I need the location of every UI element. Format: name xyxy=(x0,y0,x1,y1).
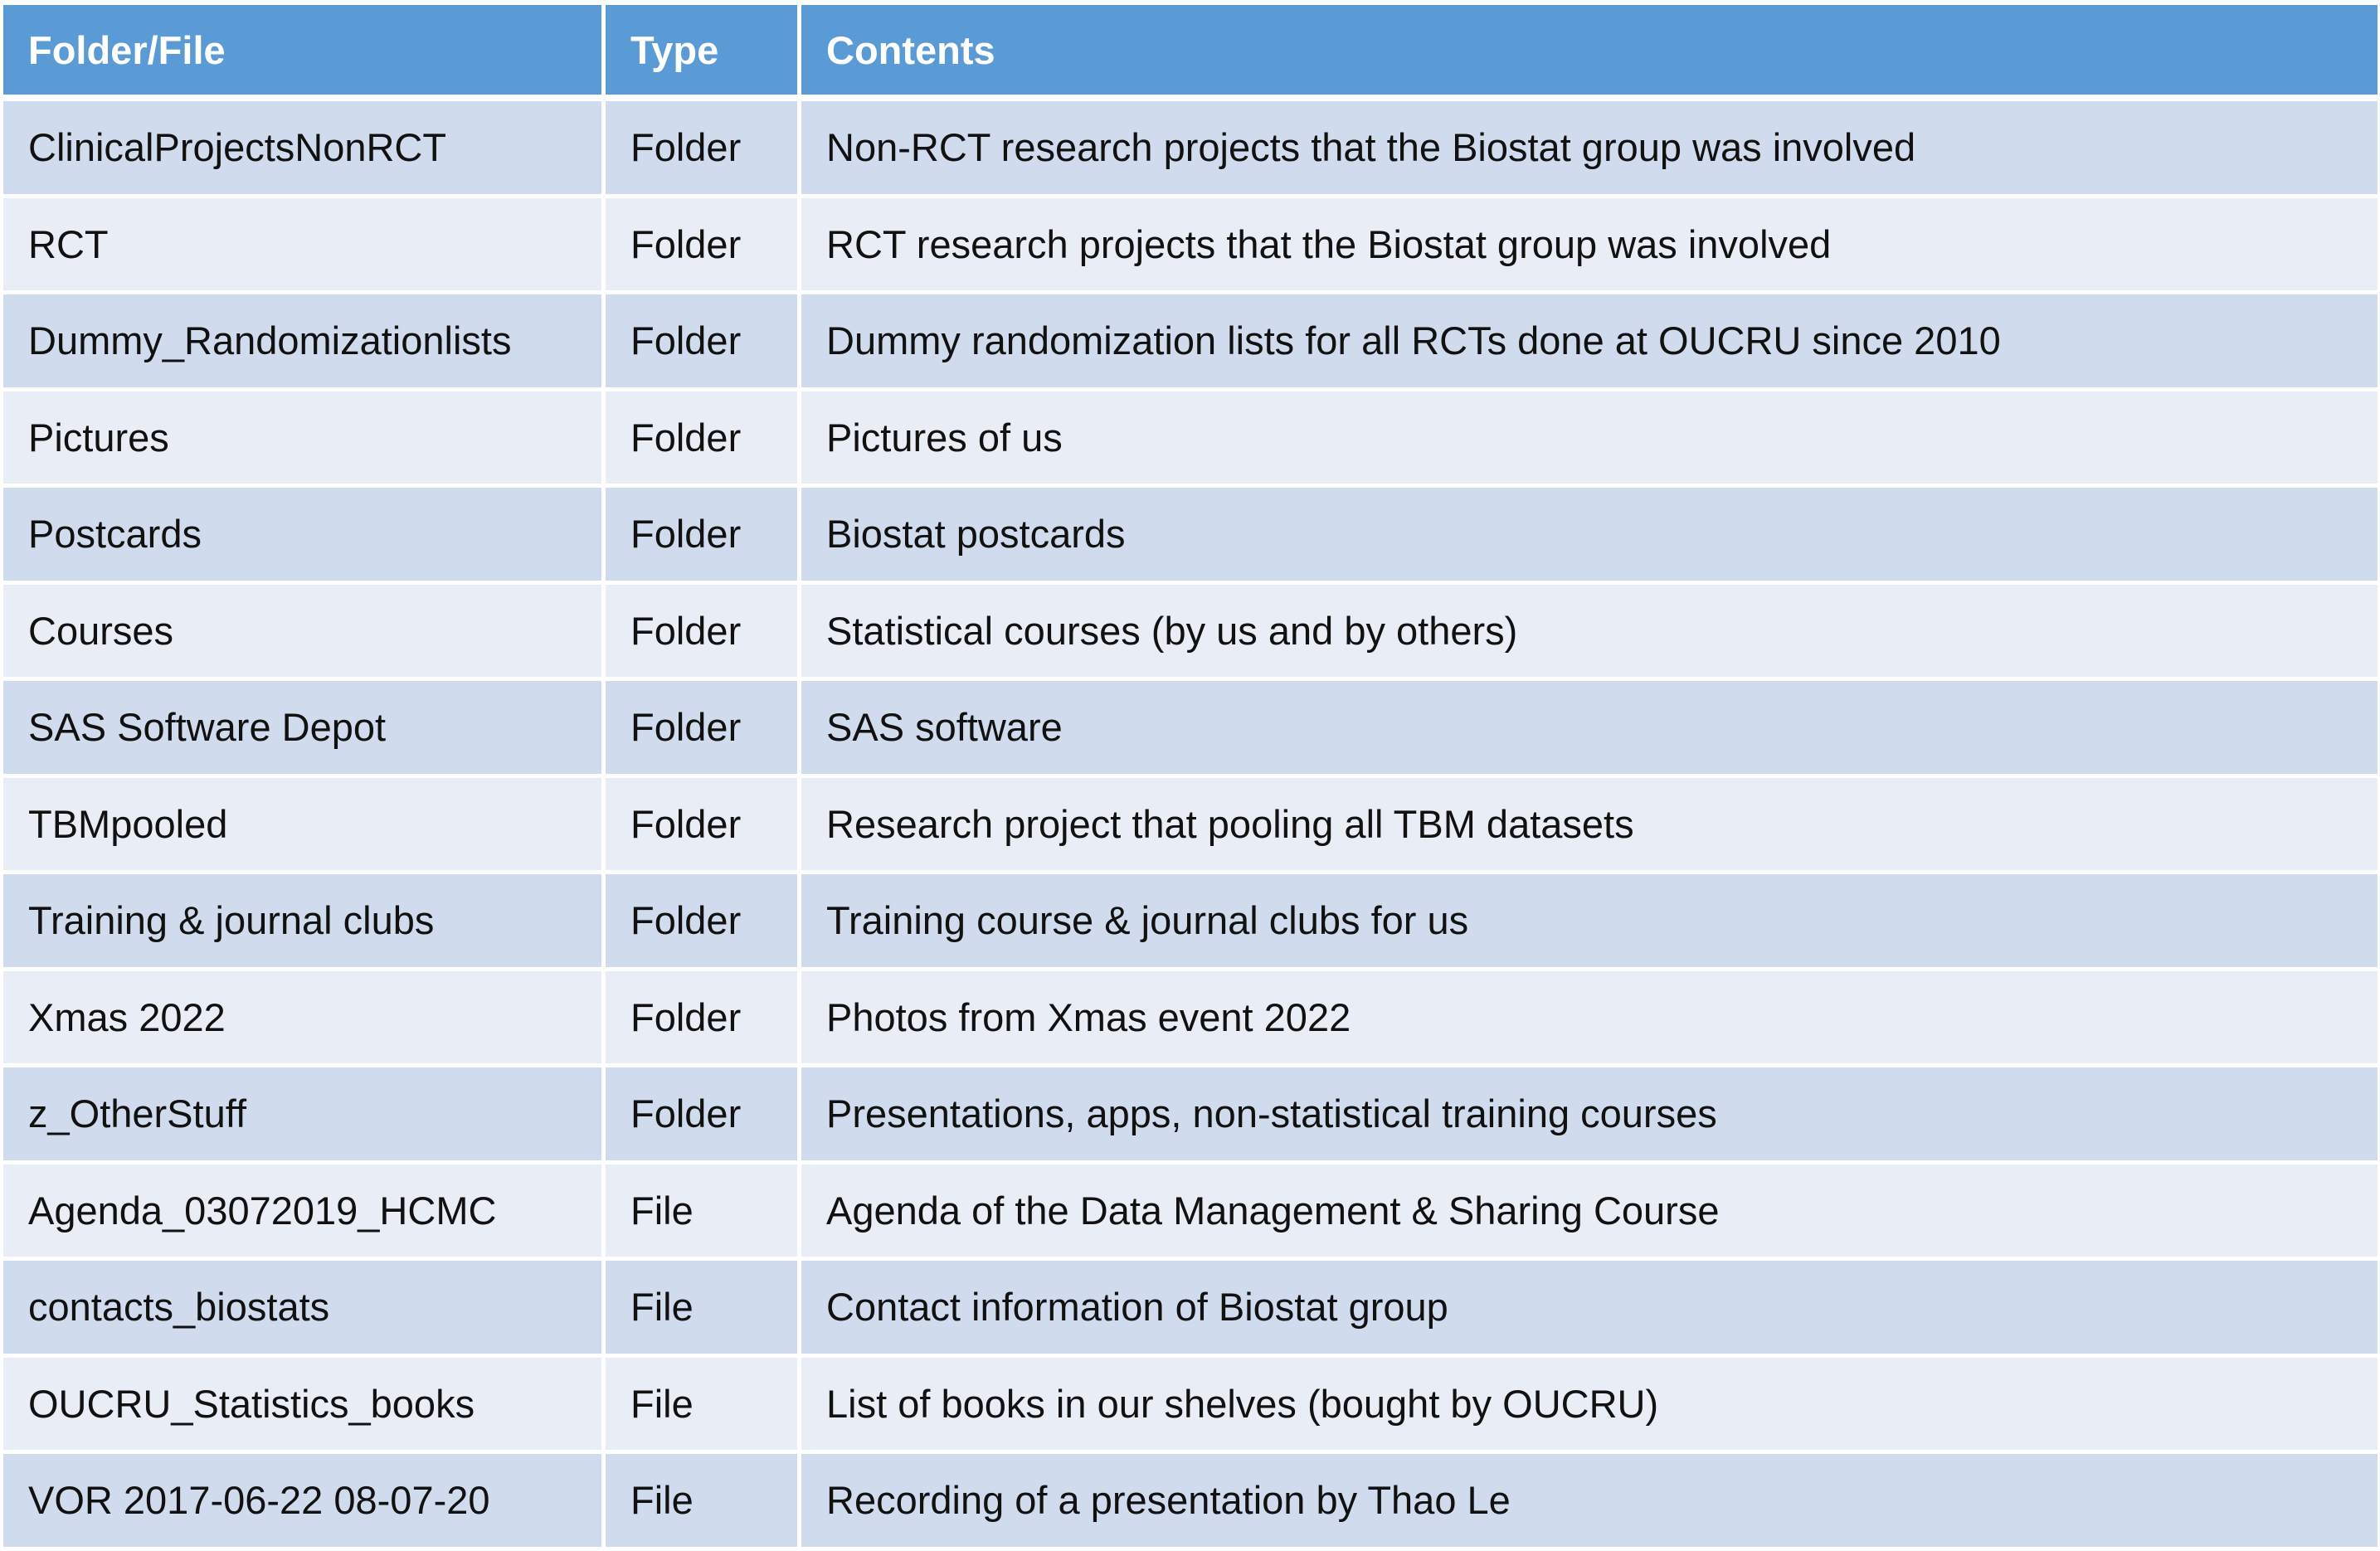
cell-name: OUCRU_Statistics_books xyxy=(3,1357,606,1454)
table-row[interactable]: SAS Software Depot Folder SAS software xyxy=(3,681,2378,778)
cell-name: contacts_biostats xyxy=(3,1261,606,1358)
table-row[interactable]: OUCRU_Statistics_books File List of book… xyxy=(3,1357,2378,1454)
table-row[interactable]: Training & journal clubs Folder Training… xyxy=(3,874,2378,971)
header-contents[interactable]: Contents xyxy=(801,5,2378,101)
cell-contents: Presentations, apps, non-statistical tra… xyxy=(801,1067,2378,1164)
cell-type: File xyxy=(606,1261,801,1358)
cell-type: Folder xyxy=(606,294,801,391)
cell-contents: RCT research projects that the Biostat g… xyxy=(801,197,2378,294)
cell-type: Folder xyxy=(606,777,801,874)
cell-type: Folder xyxy=(606,1067,801,1164)
table-row[interactable]: RCT Folder RCT research projects that th… xyxy=(3,197,2378,294)
cell-name: SAS Software Depot xyxy=(3,681,606,778)
cell-type: Folder xyxy=(606,874,801,971)
cell-contents: Statistical courses (by us and by others… xyxy=(801,584,2378,681)
cell-contents: Biostat postcards xyxy=(801,488,2378,585)
header-folder-file[interactable]: Folder/File xyxy=(3,5,606,101)
cell-name: TBMpooled xyxy=(3,777,606,874)
cell-type: Folder xyxy=(606,970,801,1067)
cell-type: Folder xyxy=(606,681,801,778)
cell-contents: Dummy randomization lists for all RCTs d… xyxy=(801,294,2378,391)
cell-contents: List of books in our shelves (bought by … xyxy=(801,1357,2378,1454)
table-row[interactable]: Pictures Folder Pictures of us xyxy=(3,391,2378,488)
table-row[interactable]: VOR 2017-06-22 08-07-20 File Recording o… xyxy=(3,1454,2378,1551)
cell-name: Postcards xyxy=(3,488,606,585)
cell-name: Training & journal clubs xyxy=(3,874,606,971)
cell-type: File xyxy=(606,1164,801,1261)
cell-name: Agenda_03072019_HCMC xyxy=(3,1164,606,1261)
cell-contents: Training course & journal clubs for us xyxy=(801,874,2378,971)
cell-contents: Photos from Xmas event 2022 xyxy=(801,970,2378,1067)
cell-contents: SAS software xyxy=(801,681,2378,778)
file-table: Folder/File Type Contents ClinicalProjec… xyxy=(3,5,2378,1551)
cell-type: Folder xyxy=(606,488,801,585)
cell-name: Courses xyxy=(3,584,606,681)
cell-name: VOR 2017-06-22 08-07-20 xyxy=(3,1454,606,1551)
cell-type: File xyxy=(606,1454,801,1551)
cell-name: Xmas 2022 xyxy=(3,970,606,1067)
cell-contents: Contact information of Biostat group xyxy=(801,1261,2378,1358)
table-row[interactable]: Courses Folder Statistical courses (by u… xyxy=(3,584,2378,681)
table-row[interactable]: Postcards Folder Biostat postcards xyxy=(3,488,2378,585)
header-type[interactable]: Type xyxy=(606,5,801,101)
table-row[interactable]: contacts_biostats File Contact informati… xyxy=(3,1261,2378,1358)
cell-name: RCT xyxy=(3,197,606,294)
table-row[interactable]: TBMpooled Folder Research project that p… xyxy=(3,777,2378,874)
cell-contents: Pictures of us xyxy=(801,391,2378,488)
cell-type: File xyxy=(606,1357,801,1454)
cell-type: Folder xyxy=(606,101,801,198)
cell-name: Pictures xyxy=(3,391,606,488)
header-row: Folder/File Type Contents xyxy=(3,5,2378,101)
cell-name: z_OtherStuff xyxy=(3,1067,606,1164)
table-row[interactable]: ClinicalProjectsNonRCT Folder Non-RCT re… xyxy=(3,101,2378,198)
table-row[interactable]: Xmas 2022 Folder Photos from Xmas event … xyxy=(3,970,2378,1067)
cell-contents: Agenda of the Data Management & Sharing … xyxy=(801,1164,2378,1261)
cell-contents: Research project that pooling all TBM da… xyxy=(801,777,2378,874)
cell-type: Folder xyxy=(606,197,801,294)
cell-contents: Non-RCT research projects that the Biost… xyxy=(801,101,2378,198)
cell-name: ClinicalProjectsNonRCT xyxy=(3,101,606,198)
file-table-container: Folder/File Type Contents ClinicalProjec… xyxy=(3,5,2378,1551)
table-row[interactable]: Dummy_Randomizationlists Folder Dummy ra… xyxy=(3,294,2378,391)
table-row[interactable]: z_OtherStuff Folder Presentations, apps,… xyxy=(3,1067,2378,1164)
cell-name: Dummy_Randomizationlists xyxy=(3,294,606,391)
table-row[interactable]: Agenda_03072019_HCMC File Agenda of the … xyxy=(3,1164,2378,1261)
cell-contents: Recording of a presentation by Thao Le xyxy=(801,1454,2378,1551)
cell-type: Folder xyxy=(606,584,801,681)
cell-type: Folder xyxy=(606,391,801,488)
